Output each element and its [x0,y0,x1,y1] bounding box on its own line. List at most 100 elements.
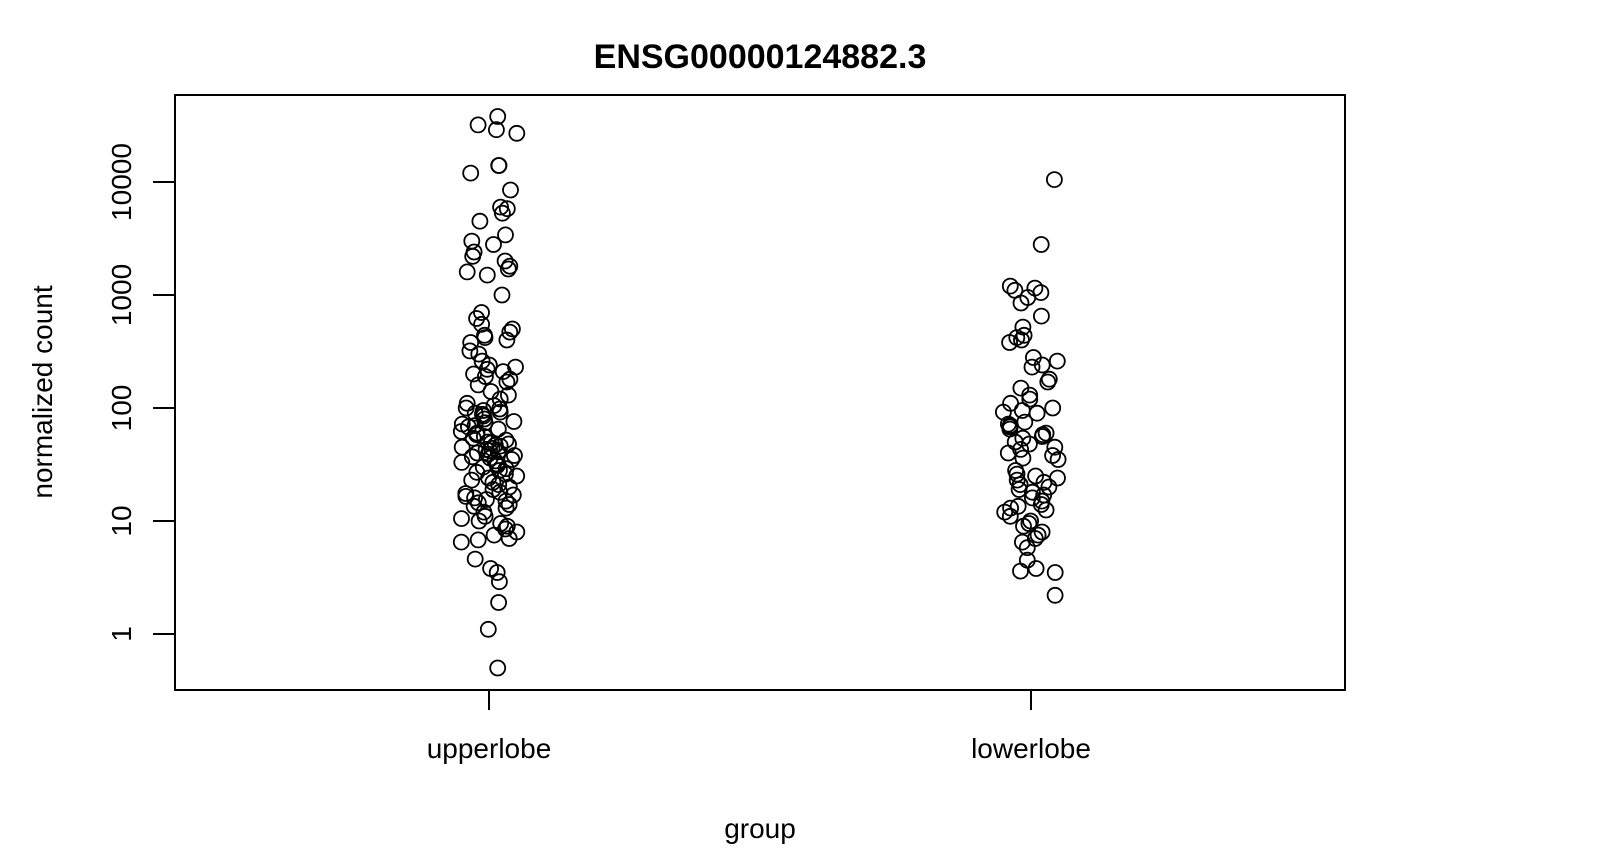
data-point [466,489,484,507]
data-point [502,181,519,199]
data-point [465,365,483,383]
y-axis-label: normalized count [27,285,58,498]
data-point [1046,171,1063,189]
data-point [503,451,521,468]
data-point [489,659,507,677]
data-point [496,252,514,270]
data-point [463,448,481,466]
data-point [1046,438,1064,456]
x-axis: upperlobe lowerlobe [427,690,1091,764]
data-points [452,108,1067,677]
data-point [465,497,483,515]
x-axis-label: group [724,813,796,844]
data-point [1018,539,1036,557]
data-point [457,399,475,417]
x-tick-label: upperlobe [427,733,552,764]
data-point [468,310,486,327]
data-point [1044,399,1062,417]
data-point [1014,533,1031,551]
data-point [479,620,497,638]
data-point [498,331,516,349]
data-point [500,530,518,547]
data-point [508,467,526,485]
data-point [463,232,481,250]
data-point [469,494,487,512]
data-point [1029,526,1047,544]
data-point [999,444,1017,462]
data-point [1001,334,1018,351]
data-point [493,286,511,304]
data-point [1021,390,1039,408]
data-point [498,517,516,535]
data-point [1012,562,1029,580]
data-point [1015,517,1032,535]
data-point [1032,496,1050,513]
data-point [505,413,523,430]
data-point [500,496,518,513]
data-point [1013,331,1030,349]
data-point [501,323,519,341]
data-point [478,266,496,284]
data-point [497,499,515,517]
data-point [469,376,487,394]
data-point [473,304,490,321]
data-point [490,157,508,174]
data-point [1010,481,1028,498]
data-point [469,531,487,549]
data-point [493,204,511,222]
data-point [1033,307,1050,325]
data-point [466,550,484,568]
data-point [1046,564,1064,581]
data-point [497,492,515,510]
data-point [462,334,480,351]
data-point [466,404,484,422]
data-point [491,403,509,421]
data-point [1021,386,1039,404]
data-point [490,476,508,494]
data-point [1049,451,1067,468]
data-point [489,108,507,125]
y-tick-label: 10000 [106,143,137,221]
data-point [1035,473,1053,491]
data-point [453,453,471,471]
data-point [498,373,516,391]
data-point [1008,471,1026,489]
data-point [497,226,514,244]
data-point [1046,586,1064,604]
data-point [499,260,517,278]
chart-title: ENSG00000124882.3 [594,38,927,76]
y-tick-label: 100 [106,385,137,432]
data-point [490,594,508,611]
data-point [1023,358,1041,376]
data-point [499,386,517,404]
data-point [476,414,494,432]
x-tick-label: lowerlobe [971,733,1091,764]
data-point [482,383,500,400]
data-point [464,247,482,265]
y-tick-label: 1 [106,626,137,642]
data-point [508,124,526,142]
data-point [489,420,507,438]
data-point [466,417,484,434]
plot-frame [174,94,1346,691]
data-point [487,121,505,139]
data-point [1037,501,1055,519]
data-point [1012,294,1030,312]
data-point [1024,483,1041,501]
y-tick-label: 10 [106,505,137,536]
data-point [485,236,502,253]
data-point [485,526,503,544]
data-point [1032,236,1050,253]
data-point [1014,449,1032,467]
data-point [1033,428,1051,445]
data-point [462,164,480,182]
data-point [996,503,1014,521]
data-point [1048,352,1066,370]
data-point [1012,440,1029,458]
data-point [490,573,508,591]
data-point [504,320,521,338]
data-point [458,263,476,281]
data-point [506,447,523,464]
data-point [501,370,519,388]
